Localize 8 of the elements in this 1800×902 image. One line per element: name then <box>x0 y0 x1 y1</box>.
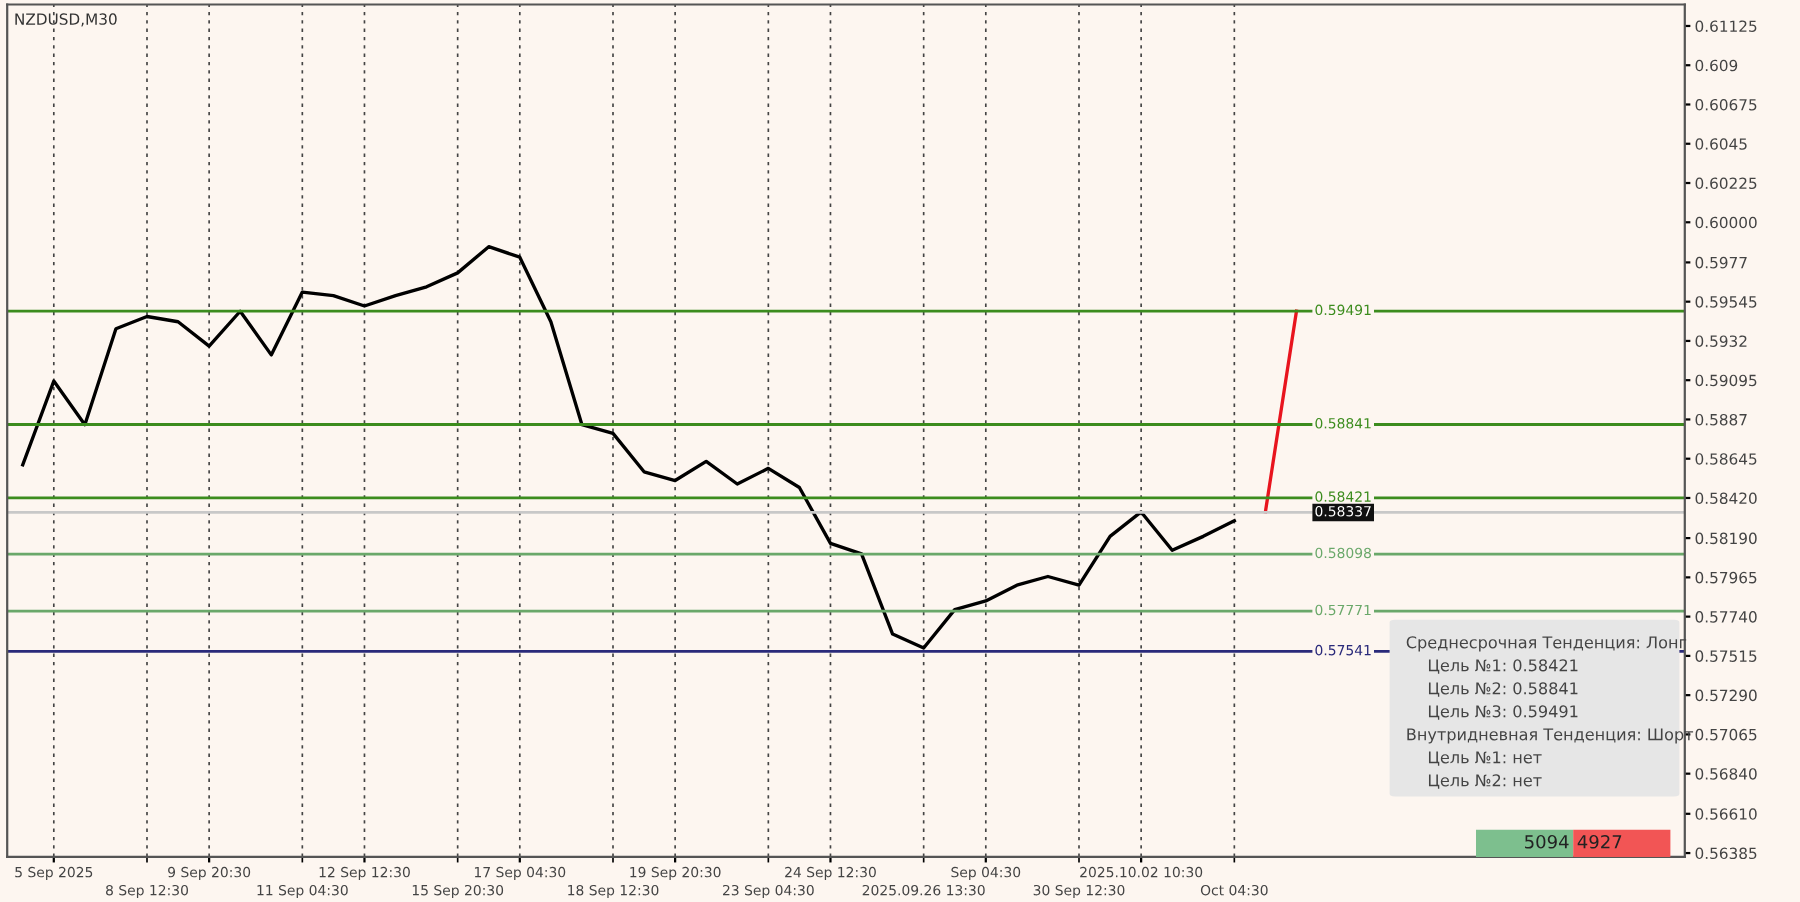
line-series <box>21 245 1236 650</box>
annotation: Цель №2: нет <box>1428 774 1542 789</box>
annotation: Цель №1: нет <box>1428 751 1542 766</box>
annotation: Цель №3: 0.59491 <box>1428 705 1578 720</box>
annotation: 4927 <box>1577 834 1622 849</box>
annotation: 5094 <box>1525 834 1569 849</box>
annotation: Цель №2: 0.58841 <box>1428 682 1578 697</box>
annotation: Цель №1: 0.58421 <box>1428 659 1578 674</box>
